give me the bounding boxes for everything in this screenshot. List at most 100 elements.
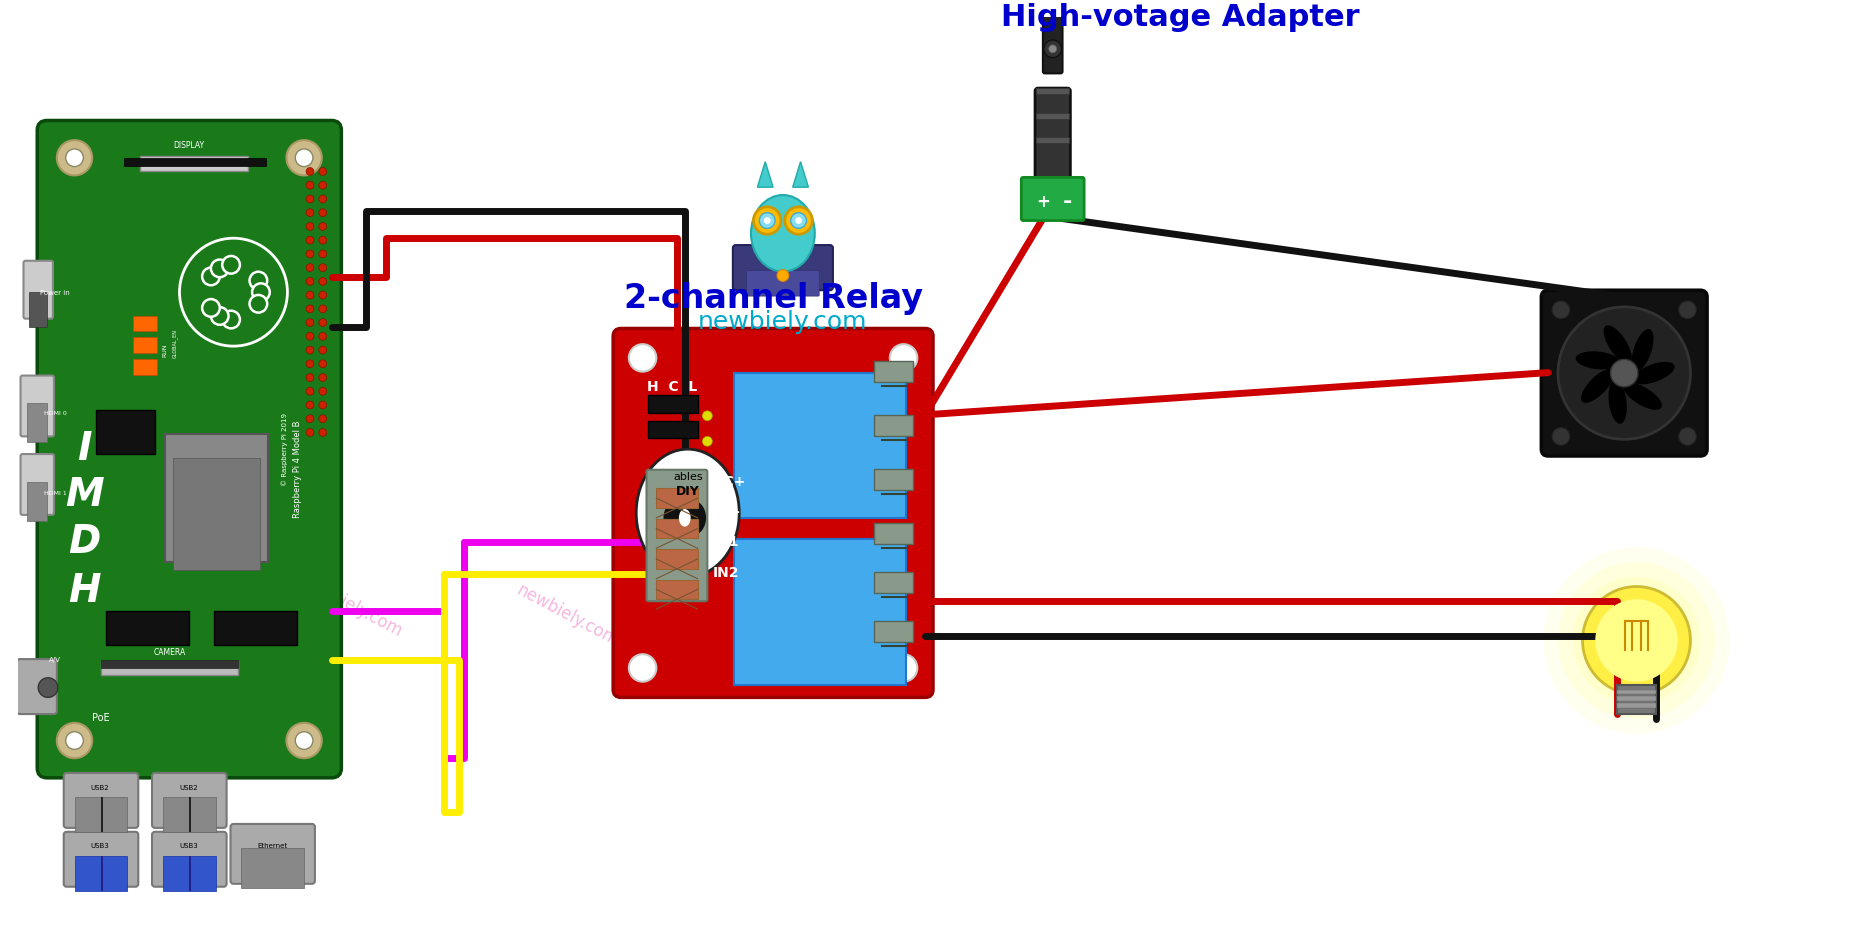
Circle shape — [760, 213, 775, 228]
Bar — [75, 797, 127, 832]
Text: 2-channel Relay: 2-channel Relay — [624, 282, 922, 314]
Circle shape — [250, 272, 267, 290]
Circle shape — [306, 332, 314, 340]
Text: HDMI 0: HDMI 0 — [43, 411, 65, 416]
Ellipse shape — [1604, 326, 1632, 364]
Circle shape — [56, 722, 91, 758]
Circle shape — [56, 140, 91, 176]
Circle shape — [319, 209, 327, 216]
Bar — [101, 661, 239, 675]
Bar — [172, 458, 260, 570]
Circle shape — [777, 269, 788, 281]
Circle shape — [306, 374, 314, 381]
Circle shape — [319, 250, 327, 258]
Bar — [874, 523, 913, 544]
FancyBboxPatch shape — [1021, 178, 1085, 220]
Circle shape — [211, 260, 228, 278]
Circle shape — [306, 223, 314, 230]
Ellipse shape — [1576, 352, 1621, 369]
Circle shape — [1678, 427, 1697, 445]
Polygon shape — [758, 162, 773, 187]
Circle shape — [764, 217, 771, 224]
Bar — [30, 292, 47, 327]
Circle shape — [319, 291, 327, 299]
Bar — [133, 338, 157, 353]
Circle shape — [792, 213, 807, 228]
Circle shape — [319, 223, 327, 230]
Circle shape — [319, 195, 327, 203]
FancyBboxPatch shape — [151, 773, 226, 828]
Circle shape — [1551, 427, 1570, 445]
Ellipse shape — [665, 500, 691, 535]
Bar — [123, 158, 265, 166]
Circle shape — [319, 360, 327, 368]
FancyBboxPatch shape — [230, 824, 316, 883]
Circle shape — [295, 732, 314, 749]
Circle shape — [319, 374, 327, 381]
Circle shape — [306, 360, 314, 368]
FancyBboxPatch shape — [17, 660, 56, 714]
Text: H: H — [67, 573, 101, 611]
Text: High-votage Adapter: High-votage Adapter — [1001, 3, 1359, 32]
Circle shape — [202, 267, 220, 285]
Text: Raspberry Pi 4 Model B: Raspberry Pi 4 Model B — [293, 420, 302, 517]
Circle shape — [319, 167, 327, 176]
Text: newbiely.com: newbiely.com — [297, 572, 405, 640]
Circle shape — [306, 264, 314, 272]
Circle shape — [1551, 301, 1570, 318]
Circle shape — [286, 140, 321, 176]
Circle shape — [179, 239, 288, 346]
Text: -: - — [1062, 191, 1072, 212]
FancyBboxPatch shape — [63, 832, 138, 887]
Circle shape — [211, 307, 228, 325]
Ellipse shape — [1632, 362, 1675, 384]
Circle shape — [1583, 586, 1690, 695]
Bar — [874, 621, 913, 643]
Bar — [101, 660, 239, 668]
Bar — [133, 315, 157, 331]
Circle shape — [306, 305, 314, 313]
FancyBboxPatch shape — [21, 376, 54, 437]
Circle shape — [319, 278, 327, 285]
Text: newbiely.com: newbiely.com — [698, 310, 868, 334]
Bar — [95, 410, 155, 454]
Text: GLOBAL_EN: GLOBAL_EN — [172, 328, 177, 358]
Bar — [1036, 137, 1070, 143]
Circle shape — [250, 295, 267, 313]
Text: PoE: PoE — [91, 713, 110, 723]
Circle shape — [306, 318, 314, 327]
Text: M: M — [65, 476, 105, 514]
Text: newbiely.com: newbiely.com — [513, 582, 622, 650]
Text: ables: ables — [672, 472, 702, 482]
FancyBboxPatch shape — [612, 328, 934, 697]
Circle shape — [1044, 40, 1062, 57]
Bar — [140, 155, 248, 171]
Circle shape — [306, 195, 314, 203]
Circle shape — [306, 291, 314, 299]
Ellipse shape — [637, 450, 739, 576]
Bar — [874, 469, 913, 490]
Bar — [648, 421, 698, 438]
Circle shape — [891, 344, 917, 372]
Text: newbiely.com: newbiely.com — [110, 552, 218, 621]
Ellipse shape — [678, 500, 706, 535]
Text: H  C  L: H C L — [646, 380, 696, 394]
Circle shape — [306, 346, 314, 354]
Bar — [734, 373, 905, 518]
Circle shape — [319, 236, 327, 244]
FancyBboxPatch shape — [747, 271, 820, 296]
Bar — [28, 403, 47, 442]
Text: I: I — [77, 430, 91, 468]
Circle shape — [1611, 360, 1637, 387]
FancyBboxPatch shape — [21, 454, 54, 515]
Circle shape — [319, 346, 327, 354]
Circle shape — [1557, 562, 1716, 719]
Circle shape — [319, 388, 327, 395]
Circle shape — [319, 428, 327, 437]
Circle shape — [319, 318, 327, 327]
Text: DC-: DC- — [713, 505, 741, 519]
Text: DISPLAY: DISPLAY — [174, 141, 205, 150]
FancyBboxPatch shape — [646, 470, 708, 601]
Circle shape — [1572, 576, 1701, 704]
Bar — [874, 361, 913, 382]
